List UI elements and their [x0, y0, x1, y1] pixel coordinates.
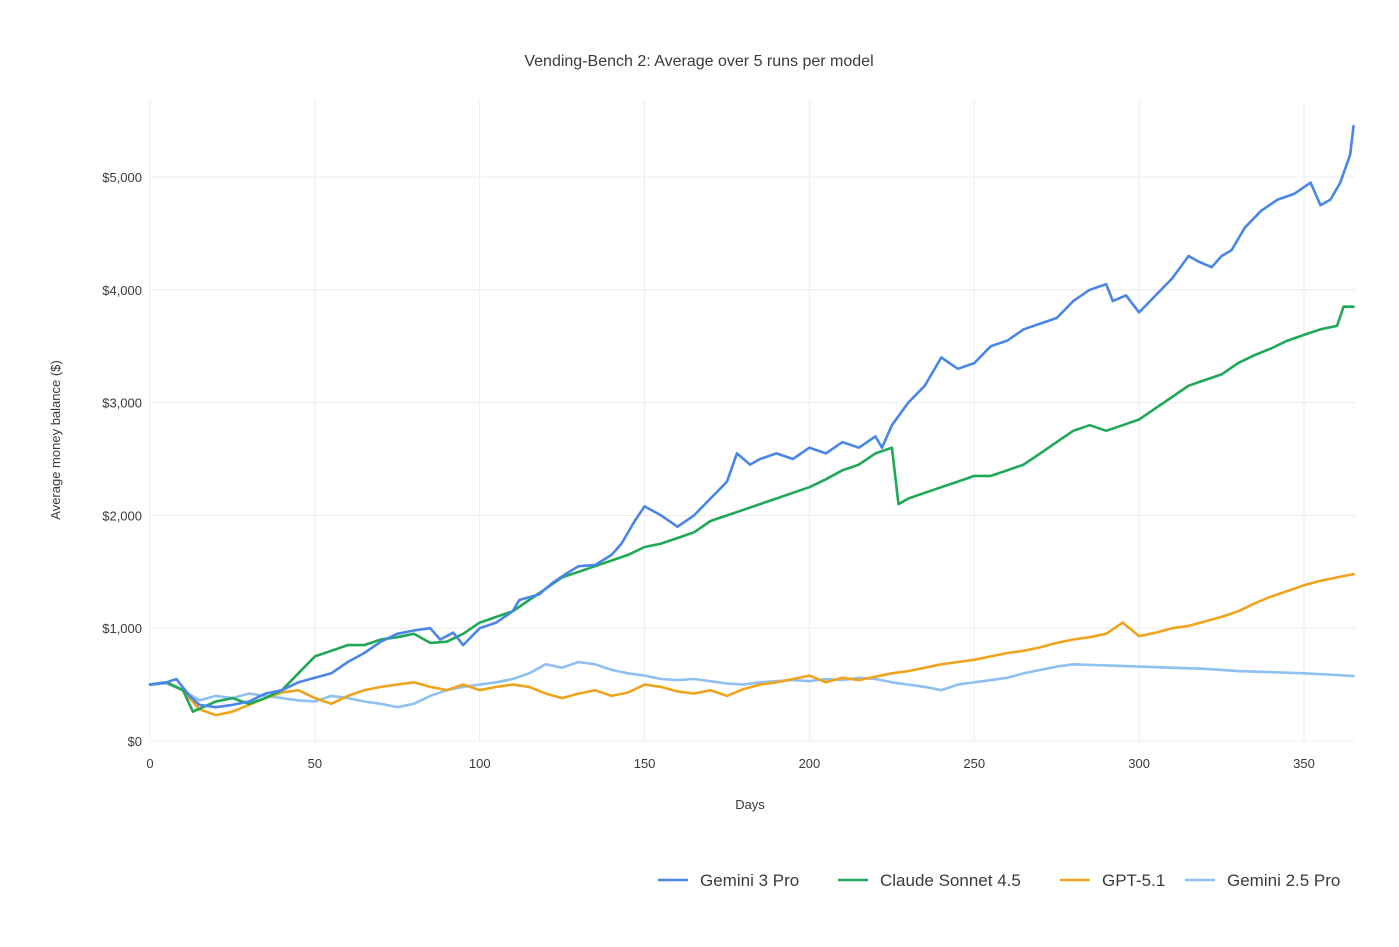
y-axis-label: Average money balance ($) — [48, 360, 63, 519]
y-tick-label: $5,000 — [102, 170, 142, 185]
x-tick-label: 250 — [963, 756, 985, 771]
legend: Gemini 3 Pro Claude Sonnet 4.5 GPT-5.1 Gemi… — [658, 871, 1340, 890]
legend-label: GPT-5.1 — [1102, 871, 1165, 890]
y-axis-ticks: $0 $1,000 $2,000 $3,000 $4,000 $5,000 — [102, 170, 142, 749]
legend-label: Gemini 3 Pro — [700, 871, 799, 890]
series-lines — [148, 124, 1355, 717]
x-tick-label: 0 — [146, 756, 153, 771]
y-tick-label: $0 — [128, 734, 142, 749]
x-axis-ticks: 0 50 100 150 200 250 300 350 — [146, 756, 1314, 771]
x-tick-label: 350 — [1293, 756, 1315, 771]
chart-title: Vending-Bench 2: Average over 5 runs per… — [524, 53, 873, 70]
legend-label: Claude Sonnet 4.5 — [880, 871, 1021, 890]
x-tick-label: 150 — [634, 756, 656, 771]
x-axis-label: Days — [735, 797, 765, 812]
y-tick-label: $3,000 — [102, 396, 142, 411]
series-line-2 — [148, 572, 1355, 717]
series-line-0 — [148, 124, 1355, 709]
series-line-3 — [148, 660, 1355, 709]
y-tick-label: $1,000 — [102, 621, 142, 636]
x-tick-label: 50 — [308, 756, 322, 771]
x-tick-label: 200 — [799, 756, 821, 771]
x-tick-label: 100 — [469, 756, 491, 771]
y-tick-label: $2,000 — [102, 508, 142, 523]
y-tick-label: $4,000 — [102, 283, 142, 298]
legend-label: Gemini 2.5 Pro — [1227, 871, 1340, 890]
series-line-1 — [148, 305, 1355, 713]
x-tick-label: 300 — [1128, 756, 1150, 771]
grid — [149, 100, 1355, 742]
